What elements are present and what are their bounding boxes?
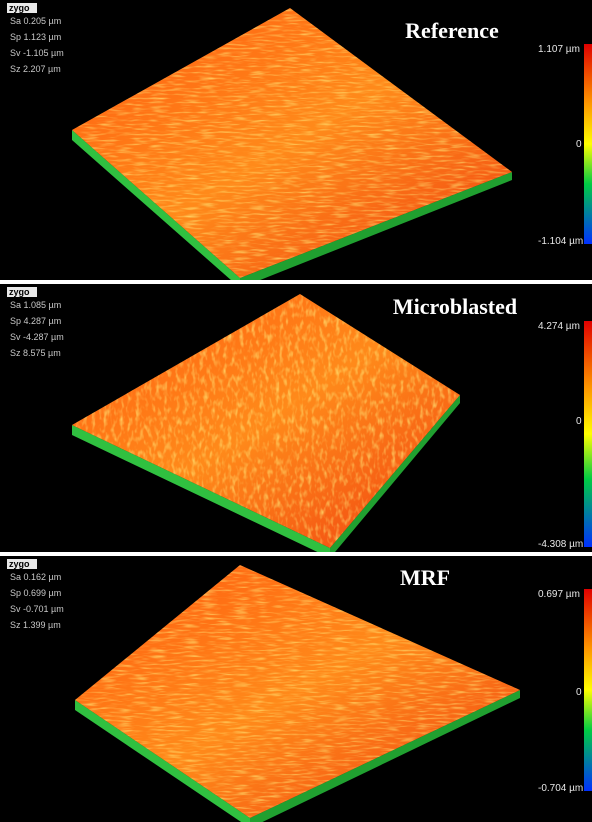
panel-title: MRF xyxy=(400,565,450,590)
panel: zygo Sa 0.162 µm Sp 0.699 µm Sv -0.701 µm Sz… xyxy=(0,556,592,822)
stat: Sz 2.207 µm xyxy=(10,64,61,74)
scale-mid: 0 xyxy=(576,139,582,150)
panel-title: Microblasted xyxy=(393,294,517,319)
scale-mid: 0 xyxy=(576,416,582,427)
scale-max: 1.107 µm xyxy=(538,44,580,55)
stat: Sa 0.205 µm xyxy=(10,16,61,26)
color-bar xyxy=(584,44,592,244)
logo: zygo xyxy=(9,287,30,297)
stat: Sa 1.085 µm xyxy=(10,300,61,310)
stat: Sv -4.287 µm xyxy=(10,332,64,342)
stat: Sp 0.699 µm xyxy=(10,588,61,598)
stat: Sp 4.287 µm xyxy=(10,316,61,326)
scale-min: -4.308 µm xyxy=(538,539,583,550)
stat: Sv -1.105 µm xyxy=(10,48,64,58)
panel: zygo Sa 0.205 µm Sp 1.123 µm Sv -1.105 µm Sz… xyxy=(0,0,592,280)
stat: Sz 1.399 µm xyxy=(10,620,61,630)
scale-min: -1.104 µm xyxy=(538,236,583,247)
logo: zygo xyxy=(9,3,30,13)
stat: Sa 0.162 µm xyxy=(10,572,61,582)
color-bar xyxy=(584,589,592,791)
figure: zygo Sa 0.205 µm Sp 1.123 µm Sv -1.105 µm Sz… xyxy=(0,0,592,822)
stat: Sz 8.575 µm xyxy=(10,348,61,358)
stat: Sv -0.701 µm xyxy=(10,604,64,614)
stat: Sp 1.123 µm xyxy=(10,32,61,42)
scale-max: 0.697 µm xyxy=(538,589,580,600)
panel: zygo Sa 1.085 µm Sp 4.287 µm Sv -4.287 µm Sz… xyxy=(0,284,592,552)
logo: zygo xyxy=(9,559,30,569)
scale-mid: 0 xyxy=(576,687,582,698)
scale-max: 4.274 µm xyxy=(538,321,580,332)
scale-min: -0.704 µm xyxy=(538,783,583,794)
color-bar xyxy=(584,321,592,547)
panel-title: Reference xyxy=(405,18,499,43)
